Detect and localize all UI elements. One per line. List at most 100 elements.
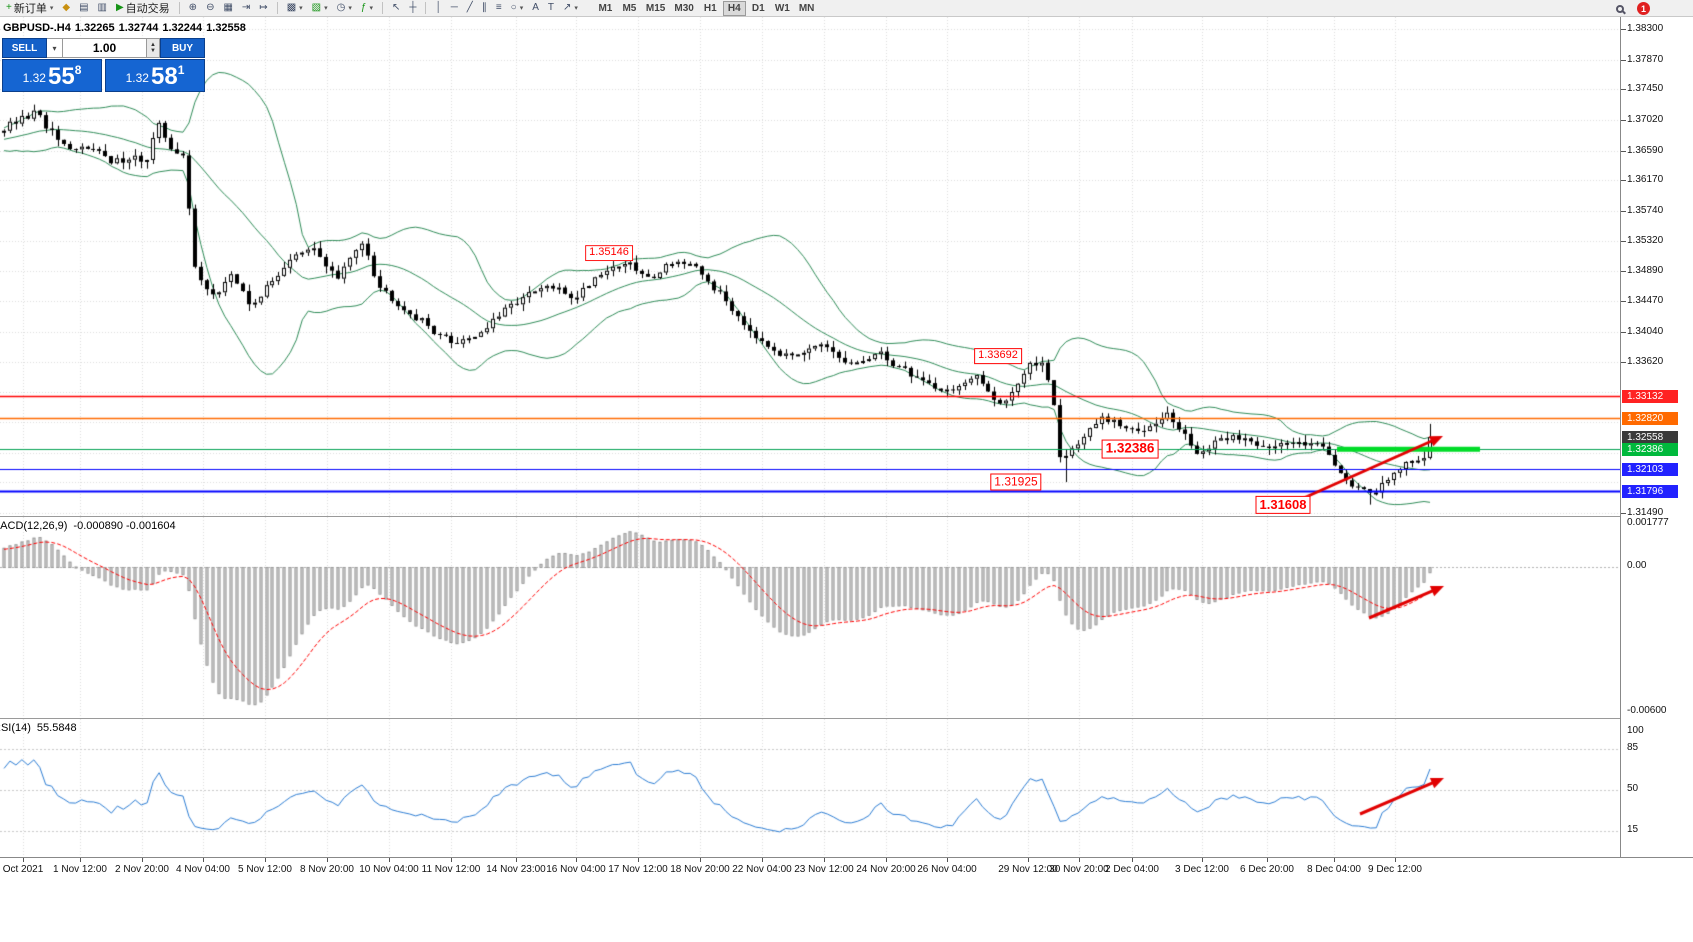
- tick-mark: [1621, 120, 1626, 121]
- shapes-button[interactable]: ○ ▾: [507, 1, 528, 16]
- rsi-axis-label: 100: [1627, 725, 1644, 736]
- time-tick: [516, 858, 517, 862]
- price-label-1.32558: 1.32558: [1622, 430, 1678, 444]
- time-label: 11 Nov 12:00: [421, 864, 481, 875]
- price-tick: 1.31490: [1627, 507, 1664, 518]
- new-chart-button[interactable]: ▩ ▾: [283, 1, 307, 16]
- indicators-icon: ƒ: [360, 2, 367, 13]
- timeframe-h1[interactable]: H1: [699, 1, 722, 16]
- macd-name: MACD(12,26,9): [0, 520, 68, 532]
- price-callout-1.31925[interactable]: 1.31925: [990, 473, 1042, 491]
- arrows-icon: ↗: [563, 2, 572, 13]
- macd-canvas[interactable]: [0, 517, 1620, 718]
- price-tick: 1.38300: [1627, 23, 1664, 34]
- price-tick: 1.35320: [1627, 234, 1664, 246]
- sell-price-panel[interactable]: 1.32 55 8: [2, 59, 102, 92]
- buy-price-panel[interactable]: 1.32 58 1: [105, 59, 205, 92]
- timeframe-d1[interactable]: D1: [747, 1, 770, 16]
- sell-price-sup: 8: [74, 63, 82, 77]
- rsi-name: RSI(14): [0, 722, 31, 734]
- price-axis[interactable]: 1.38300 1.37870 1.37450 1.37020 1.36590 1.361…: [1620, 17, 1693, 857]
- chart-shift-button[interactable]: ⇥: [238, 1, 254, 16]
- time-axis[interactable]: Oct 2021 1 Nov 12:00 2 Nov 20:00 4 Nov 04:0…: [0, 857, 1693, 883]
- arrows-button[interactable]: ↗ ▾: [559, 1, 582, 16]
- timeframe-m5[interactable]: M5: [618, 1, 641, 16]
- label-button[interactable]: T: [544, 1, 558, 16]
- metaeditor-button[interactable]: ◆: [58, 1, 74, 16]
- profiles-icon: ▧: [311, 2, 322, 13]
- time-tick: [576, 858, 577, 862]
- stepper-up-icon[interactable]: ▲: [150, 42, 156, 48]
- one-click-prices: 1.32 55 8 1.32 58 1: [2, 59, 205, 92]
- vertical-line-button[interactable]: │: [431, 1, 445, 16]
- tile-windows-button[interactable]: ▦: [219, 1, 236, 16]
- time-label: 3 Dec 12:00: [1175, 864, 1229, 875]
- time-tick: [824, 858, 825, 862]
- price-callout-1.33692[interactable]: 1.33692: [974, 348, 1022, 365]
- volume-input[interactable]: [63, 38, 147, 58]
- ohlc-high: 1.32744: [118, 22, 159, 34]
- time-tick: [327, 858, 328, 862]
- chevron-down-icon: ▾: [299, 5, 303, 12]
- main-chart-canvas[interactable]: [0, 17, 1620, 516]
- horizontal-line-button[interactable]: ─: [447, 1, 462, 16]
- time-label: 4 Nov 04:00: [176, 864, 230, 875]
- crosshair-button[interactable]: ┼: [405, 1, 420, 16]
- horizontal-line-icon: ─: [450, 2, 458, 13]
- price-tick: 1.34470: [1627, 295, 1664, 307]
- tick-mark: [1621, 301, 1626, 302]
- price-callout-1.35146[interactable]: 1.35146: [585, 245, 633, 262]
- magnifier-glyph: [1616, 4, 1624, 13]
- fibonacci-button[interactable]: ≡: [492, 1, 506, 16]
- market-watch-button[interactable]: ▤: [75, 1, 92, 16]
- rsi-value: 55.5848: [36, 722, 77, 734]
- search-icon[interactable]: [1612, 1, 1628, 16]
- timeframe-m15[interactable]: M15: [642, 1, 669, 16]
- navigator-button[interactable]: ▥: [94, 1, 111, 16]
- timeframe-w1[interactable]: W1: [771, 1, 794, 16]
- chevron-down-icon: ▾: [49, 5, 54, 12]
- profiles-button[interactable]: ▧ ▾: [308, 1, 332, 16]
- auto-scroll-button[interactable]: ↦: [255, 1, 271, 16]
- period-icon: ◷: [336, 2, 346, 13]
- sell-button[interactable]: SELL: [2, 38, 47, 58]
- autotrading-button[interactable]: ▶ 自动交易: [112, 1, 174, 16]
- autotrading-icon: ▶: [115, 2, 124, 13]
- timeframe-mn[interactable]: MN: [795, 1, 819, 16]
- macd-axis-label: 0.001777: [1627, 517, 1669, 528]
- indicators-button[interactable]: ƒ ▾: [357, 1, 377, 16]
- volume-dropdown-icon[interactable]: ▾: [47, 38, 63, 58]
- metaeditor-icon: ◆: [62, 2, 71, 13]
- time-tick: [700, 858, 701, 862]
- buy-button[interactable]: BUY: [160, 38, 205, 58]
- channel-icon: ∥: [481, 2, 487, 13]
- tick-mark: [1621, 89, 1626, 90]
- rsi-canvas[interactable]: [0, 719, 1620, 857]
- time-tick: [1395, 858, 1396, 862]
- rsi-axis-label: 85: [1627, 742, 1639, 754]
- price-callout-1.32386[interactable]: 1.32386: [1101, 439, 1159, 459]
- timeframe-h4[interactable]: H4: [722, 0, 746, 16]
- zoom-in-button[interactable]: ⊕: [185, 1, 201, 16]
- text-button[interactable]: A: [528, 1, 543, 16]
- price-tick: 1.34040: [1627, 325, 1664, 337]
- time-tick: [1202, 858, 1203, 862]
- toolbar-separator: [381, 2, 383, 14]
- channel-button[interactable]: ∥: [478, 1, 491, 16]
- price-callout-1.31608[interactable]: 1.31608: [1255, 495, 1311, 514]
- chevron-down-icon: ▾: [519, 5, 524, 12]
- rsi-axis-label: 15: [1627, 823, 1639, 835]
- zoom-out-button[interactable]: ⊖: [202, 1, 218, 16]
- cursor-button[interactable]: ↖: [388, 1, 404, 16]
- period-button[interactable]: ◷ ▾: [333, 1, 356, 16]
- timeframe-m30[interactable]: M30: [670, 1, 697, 16]
- notification-badge[interactable]: 1: [1637, 2, 1650, 15]
- timeframe-m1[interactable]: M1: [594, 1, 617, 16]
- tick-mark: [1621, 60, 1626, 61]
- volume-stepper[interactable]: ▲ ▼: [147, 38, 160, 58]
- new-order-button[interactable]: + 新订单 ▾: [2, 1, 57, 16]
- new-chart-icon: ▩: [286, 2, 297, 13]
- stepper-down-icon[interactable]: ▼: [150, 48, 156, 54]
- fibonacci-icon: ≡: [495, 2, 502, 13]
- trendline-button[interactable]: ╱: [463, 1, 477, 16]
